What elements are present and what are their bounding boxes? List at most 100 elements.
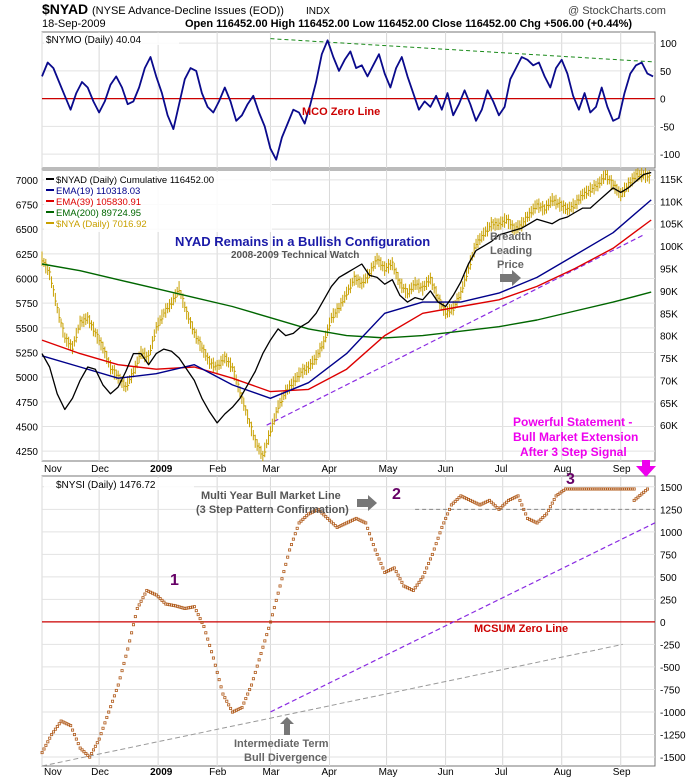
nysi-point — [444, 516, 448, 520]
nysi-point — [455, 498, 459, 502]
y-tick-label-right: 95K — [660, 264, 678, 275]
nysi-point — [369, 537, 373, 541]
watermark: @ StockCharts.com — [568, 5, 666, 17]
nysi-point — [520, 503, 524, 507]
y-tick-label: -50 — [660, 122, 675, 133]
nysi-point — [381, 566, 385, 570]
nysi-point — [111, 699, 115, 703]
nysi-point — [194, 609, 198, 613]
nysi-point — [88, 755, 92, 759]
nysi-point — [640, 492, 644, 496]
panel-nysi-frame — [41, 475, 656, 767]
nysi-point — [244, 697, 248, 701]
nysi-point — [135, 606, 139, 610]
nysi-point — [299, 519, 303, 523]
ema200-line — [41, 263, 652, 339]
y-tick-label-left: 5250 — [16, 348, 39, 359]
nysi-point — [128, 639, 132, 643]
nysi-point — [213, 663, 217, 667]
nysi-point — [548, 505, 552, 509]
y-tick-label: -1000 — [660, 708, 686, 719]
nysi-point — [246, 692, 250, 696]
legend-entry: $NYA (Daily) 7016.92 — [56, 219, 147, 230]
nysi-point — [371, 543, 375, 547]
nysi-point — [446, 512, 450, 516]
powerful-annotation-3: After 3 Step Signal — [520, 445, 627, 459]
y-tick-label-left: 5000 — [16, 373, 39, 384]
x-tick-label: Mar — [262, 464, 280, 475]
nysi-point — [192, 605, 196, 609]
nysi-point — [120, 669, 124, 673]
y-tick-label: 750 — [660, 550, 677, 561]
nysi-point — [82, 750, 86, 754]
nymo-line — [41, 39, 654, 161]
nysi-point — [259, 652, 263, 656]
y-axis-ticks: 100500-50-100700067506500625060005750550… — [16, 39, 686, 764]
nysi-point — [434, 542, 438, 546]
nysi-point — [432, 547, 436, 551]
nysi-point — [99, 732, 103, 736]
multi-year-annotation-1: Multi Year Bull Market Line — [201, 490, 341, 502]
nysi-point — [392, 566, 396, 570]
y-tick-label: 250 — [660, 595, 677, 606]
nysi-point — [453, 499, 457, 503]
nysi-point — [225, 699, 229, 703]
nysi-point — [126, 647, 130, 651]
nysi-point — [550, 501, 554, 505]
nyad-line — [41, 171, 652, 424]
nysi-point — [417, 580, 421, 584]
x-tick-label: May — [379, 767, 398, 778]
step-label-2: 2 — [392, 486, 401, 503]
y-tick-label-left: 6750 — [16, 201, 39, 212]
nysi-point — [122, 661, 126, 665]
nysi-point — [333, 524, 337, 528]
nysi-point — [644, 489, 648, 493]
x-tick-label: Apr — [321, 767, 337, 778]
nysi-point — [215, 670, 219, 674]
nysi-point — [211, 656, 215, 660]
symbol-description: (NYSE Advance-Decline Issues (EOD)) — [92, 5, 284, 17]
multi-year-annotation-2: (3 Step Pattern Confirmation) — [196, 504, 349, 516]
nysi-point — [436, 536, 440, 540]
x-tick-label: 2009 — [150, 767, 173, 778]
nysi-point — [276, 591, 280, 595]
nysi-point — [103, 721, 107, 725]
nysi-point — [109, 705, 113, 709]
nysi-point — [282, 570, 286, 574]
nysi-point — [293, 532, 297, 536]
legend-swatch — [46, 200, 54, 202]
y-tick-label-left: 4500 — [16, 422, 39, 433]
y-tick-label: 500 — [660, 573, 677, 584]
legend-entry: EMA(19) 110318.03 — [56, 186, 140, 197]
breadth-annotation-2: Leading — [490, 245, 532, 257]
legend-swatch — [46, 222, 54, 224]
nyad-trendline — [266, 234, 644, 426]
nysi-point — [221, 692, 225, 696]
y-tick-label-right: 85K — [660, 309, 678, 320]
x-tick-label: Apr — [321, 464, 337, 475]
symbol-title: $NYAD — [42, 1, 88, 17]
nysi-point — [497, 507, 501, 511]
y-tick-label-left: 6500 — [16, 225, 39, 236]
nysi-point — [227, 703, 231, 707]
nysi-point — [318, 509, 322, 513]
nysi-point — [545, 512, 549, 516]
nysi-point — [539, 517, 543, 521]
date-label: 18-Sep-2009 — [42, 18, 106, 30]
x-axis-ticks: Nov Dec 2009 Feb Mar Apr May Jun Jul Aug Sep Nov Dec… — [44, 464, 631, 778]
y-tick-label-left: 5750 — [16, 299, 39, 310]
nysi-point — [196, 613, 200, 617]
y-tick-label: 50 — [660, 67, 672, 78]
y-tick-label: 1000 — [660, 528, 683, 539]
nysi-point — [284, 562, 288, 566]
ema39-line — [41, 219, 652, 393]
nysi-point — [202, 625, 206, 629]
nysi-point — [198, 617, 202, 621]
nysi-point — [449, 503, 453, 507]
data-series — [40, 39, 654, 759]
nysi-point — [375, 552, 379, 556]
nysi-point — [377, 557, 381, 561]
nysi-point — [97, 737, 101, 741]
nysi-point — [632, 487, 636, 491]
nysi-point — [423, 570, 427, 574]
